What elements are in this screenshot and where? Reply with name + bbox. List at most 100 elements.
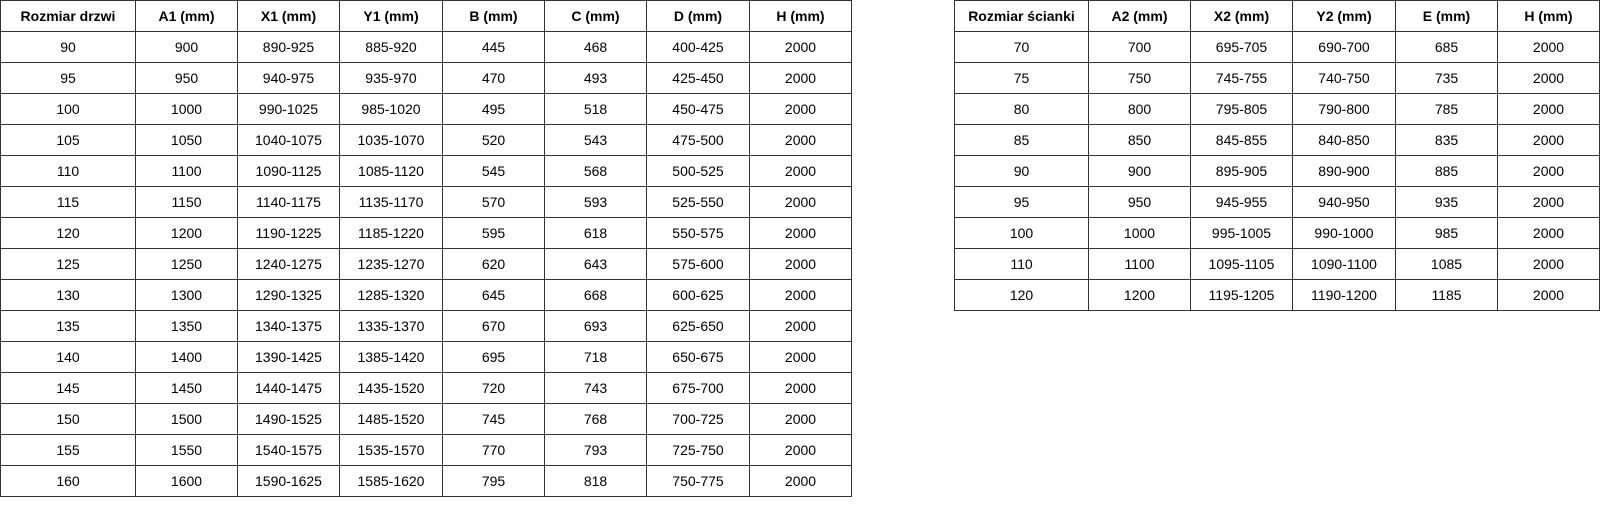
table-cell: 890-900: [1292, 155, 1396, 187]
table-cell: 795: [442, 465, 545, 497]
header-cell: E (mm): [1395, 0, 1498, 32]
table-cell: 1250: [135, 248, 238, 280]
table-row: 125 1250 1240-1275 1235-1270 620 643 575-600 20…: [0, 248, 852, 280]
table-cell: 720: [442, 372, 545, 404]
table-cell: 1095-1105: [1190, 248, 1293, 280]
table-cell: 475-500: [646, 124, 750, 156]
table-row: 155 1550 1540-1575 1535-1570 770 793 725-750 20…: [0, 434, 852, 466]
table-cell: 1000: [1088, 217, 1191, 249]
table-cell: 450-475: [646, 93, 750, 125]
header-cell: Y2 (mm): [1292, 0, 1396, 32]
table-cell: 745-755: [1190, 62, 1293, 94]
table-cell: 2000: [749, 62, 852, 94]
table-cell: 835: [1395, 124, 1498, 156]
table-cell: 2000: [1497, 155, 1600, 187]
table-cell: 785: [1395, 93, 1498, 125]
table-cell: 985: [1395, 217, 1498, 249]
table-cell: 985-1020: [339, 93, 443, 125]
table-cell: 718: [544, 341, 647, 373]
table-cell: 1385-1420: [339, 341, 443, 373]
header-cell: X2 (mm): [1190, 0, 1293, 32]
table-cell: 743: [544, 372, 647, 404]
table-cell: 740-750: [1292, 62, 1396, 94]
table-cell: 1150: [135, 186, 238, 218]
table-cell: 668: [544, 279, 647, 311]
table-cell: 1585-1620: [339, 465, 443, 497]
table-cell: 885-920: [339, 31, 443, 63]
table-cell: 1600: [135, 465, 238, 497]
table-cell: 1435-1520: [339, 372, 443, 404]
header-cell: B (mm): [442, 0, 545, 32]
table-cell: 620: [442, 248, 545, 280]
table-cell: 1200: [135, 217, 238, 249]
table-cell: 645: [442, 279, 545, 311]
table-cell: 900: [1088, 155, 1191, 187]
table-cell: 140: [0, 341, 136, 373]
table-cell: 735: [1395, 62, 1498, 94]
table-cell: 470: [442, 62, 545, 94]
header-cell: X1 (mm): [237, 0, 340, 32]
table-cell: 695: [442, 341, 545, 373]
table-cell: 685: [1395, 31, 1498, 63]
table-row: 145 1450 1440-1475 1435-1520 720 743 675-700 20…: [0, 372, 852, 404]
table-row: 90 900 890-925 885-920 445 468 400-425 2000: [0, 31, 852, 63]
table-row: 160 1600 1590-1625 1585-1620 795 818 750-775 20…: [0, 465, 852, 497]
door-size-table: Rozmiar drzwi A1 (mm) X1 (mm) Y1 (mm) B (mm)…: [0, 0, 852, 497]
table-cell: 1285-1320: [339, 279, 443, 311]
table-cell: 950: [1088, 186, 1191, 218]
table-cell: 770: [442, 434, 545, 466]
table-row: 120 1200 1190-1225 1185-1220 595 618 550-575 20…: [0, 217, 852, 249]
table-cell: 550-575: [646, 217, 750, 249]
table-cell: 95: [0, 62, 136, 94]
table-cell: 800: [1088, 93, 1191, 125]
header-row: Rozmiar drzwi A1 (mm) X1 (mm) Y1 (mm) B (mm)…: [0, 0, 852, 32]
header-cell: Rozmiar drzwi: [0, 0, 136, 32]
header-cell: H (mm): [749, 0, 852, 32]
table-cell: 1300: [135, 279, 238, 311]
table-cell: 593: [544, 186, 647, 218]
table-cell: 940-950: [1292, 186, 1396, 218]
table-cell: 945-955: [1190, 186, 1293, 218]
table-cell: 518: [544, 93, 647, 125]
table-cell: 793: [544, 434, 647, 466]
table-cell: 618: [544, 217, 647, 249]
table-cell: 1085: [1395, 248, 1498, 280]
table-cell: 595: [442, 217, 545, 249]
table-cell: 2000: [749, 93, 852, 125]
table-cell: 90: [954, 155, 1089, 187]
table-cell: 935: [1395, 186, 1498, 218]
header-cell: Rozmiar ścianki: [954, 0, 1089, 32]
table-cell: 1550: [135, 434, 238, 466]
table-cell: 1350: [135, 310, 238, 342]
table-cell: 545: [442, 155, 545, 187]
table-cell: 850: [1088, 124, 1191, 156]
table-cell: 120: [0, 217, 136, 249]
table-cell: 1135-1170: [339, 186, 443, 218]
table-cell: 1540-1575: [237, 434, 340, 466]
table-cell: 2000: [749, 465, 852, 497]
table-cell: 1100: [1088, 248, 1191, 280]
table-cell: 100: [954, 217, 1089, 249]
table-row: 150 1500 1490-1525 1485-1520 745 768 700-725 20…: [0, 403, 852, 435]
table-cell: 670: [442, 310, 545, 342]
table-cell: 935-970: [339, 62, 443, 94]
table-row: 120 1200 1195-1205 1190-1200 1185 2000: [954, 279, 1600, 311]
table-cell: 2000: [1497, 31, 1600, 63]
table-cell: 2000: [1497, 124, 1600, 156]
table-cell: 145: [0, 372, 136, 404]
table-cell: 1195-1205: [1190, 279, 1293, 311]
table-row: 110 1100 1095-1105 1090-1100 1085 2000: [954, 248, 1600, 280]
table-cell: 150: [0, 403, 136, 435]
header-cell: A1 (mm): [135, 0, 238, 32]
table-cell: 2000: [1497, 186, 1600, 218]
table-cell: 493: [544, 62, 647, 94]
header-cell: H (mm): [1497, 0, 1600, 32]
table-cell: 1400: [135, 341, 238, 373]
table-cell: 1290-1325: [237, 279, 340, 311]
table-cell: 990-1025: [237, 93, 340, 125]
table-cell: 543: [544, 124, 647, 156]
table-cell: 2000: [749, 124, 852, 156]
table-cell: 2000: [1497, 248, 1600, 280]
table-cell: 525-550: [646, 186, 750, 218]
table-cell: 2000: [749, 310, 852, 342]
